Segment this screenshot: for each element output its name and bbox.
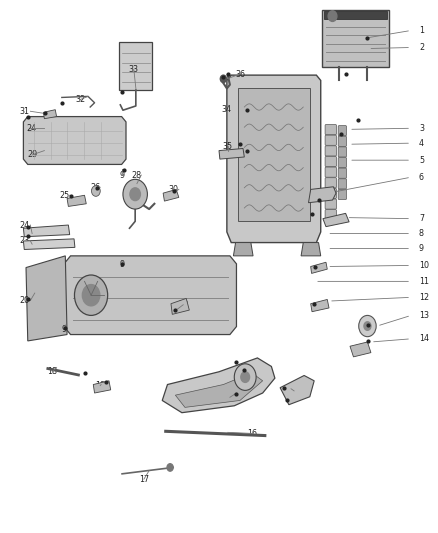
FancyBboxPatch shape xyxy=(325,146,336,156)
FancyBboxPatch shape xyxy=(338,168,346,178)
FancyBboxPatch shape xyxy=(338,147,346,157)
Polygon shape xyxy=(308,187,336,203)
Text: 24: 24 xyxy=(20,221,30,230)
Text: 23: 23 xyxy=(20,237,30,246)
Text: 29: 29 xyxy=(27,150,37,159)
Text: 34: 34 xyxy=(222,105,232,114)
Text: 31: 31 xyxy=(20,107,30,116)
Text: 18: 18 xyxy=(47,367,57,376)
Polygon shape xyxy=(120,42,152,90)
FancyBboxPatch shape xyxy=(325,157,336,166)
Polygon shape xyxy=(23,239,75,249)
Circle shape xyxy=(92,185,100,196)
Circle shape xyxy=(359,316,376,337)
Text: 12: 12 xyxy=(419,293,429,302)
Text: 2: 2 xyxy=(419,43,424,52)
Polygon shape xyxy=(175,373,263,407)
Polygon shape xyxy=(233,243,253,256)
Polygon shape xyxy=(171,298,189,314)
Text: 9: 9 xyxy=(61,325,67,334)
Text: 19: 19 xyxy=(95,381,105,390)
Text: 16: 16 xyxy=(247,429,257,438)
Text: 8: 8 xyxy=(419,229,424,238)
Circle shape xyxy=(234,364,256,390)
Text: 9: 9 xyxy=(227,393,233,402)
Polygon shape xyxy=(163,189,179,201)
Polygon shape xyxy=(311,262,327,273)
Polygon shape xyxy=(301,243,321,256)
Polygon shape xyxy=(238,88,310,221)
FancyBboxPatch shape xyxy=(338,136,346,147)
Circle shape xyxy=(167,464,173,471)
Text: 17: 17 xyxy=(139,475,149,483)
Text: 33: 33 xyxy=(129,66,139,74)
FancyBboxPatch shape xyxy=(338,189,346,199)
FancyBboxPatch shape xyxy=(325,177,336,188)
Circle shape xyxy=(82,285,100,306)
Polygon shape xyxy=(26,256,67,341)
Text: 20: 20 xyxy=(20,296,30,305)
Text: 22: 22 xyxy=(178,300,188,309)
Text: 5: 5 xyxy=(419,156,424,165)
Circle shape xyxy=(123,179,148,209)
Polygon shape xyxy=(93,381,111,393)
Circle shape xyxy=(130,188,141,200)
Polygon shape xyxy=(350,342,371,357)
FancyBboxPatch shape xyxy=(325,125,336,135)
Text: 15: 15 xyxy=(289,386,299,395)
Circle shape xyxy=(220,75,226,83)
Text: 35: 35 xyxy=(223,142,233,151)
Text: 9: 9 xyxy=(120,171,125,180)
Circle shape xyxy=(241,372,250,382)
Text: 32: 32 xyxy=(75,95,85,104)
Polygon shape xyxy=(219,149,244,159)
Text: 25: 25 xyxy=(59,191,69,200)
Polygon shape xyxy=(43,110,57,119)
Text: 36: 36 xyxy=(235,70,245,78)
Polygon shape xyxy=(67,195,86,206)
FancyBboxPatch shape xyxy=(338,126,346,136)
Polygon shape xyxy=(227,75,321,243)
Text: 30: 30 xyxy=(168,185,178,194)
Text: 1: 1 xyxy=(419,26,424,35)
Text: 11: 11 xyxy=(419,277,429,286)
Circle shape xyxy=(364,322,371,330)
Text: 9: 9 xyxy=(120,260,125,269)
Polygon shape xyxy=(311,300,329,312)
Polygon shape xyxy=(323,213,349,227)
Polygon shape xyxy=(23,117,126,165)
FancyBboxPatch shape xyxy=(325,188,336,198)
Polygon shape xyxy=(280,375,314,405)
Text: 24: 24 xyxy=(26,124,36,133)
Polygon shape xyxy=(23,225,70,237)
Text: 9: 9 xyxy=(419,244,424,253)
FancyBboxPatch shape xyxy=(325,209,336,220)
Text: 3: 3 xyxy=(419,124,424,133)
Polygon shape xyxy=(321,10,389,67)
Text: 14: 14 xyxy=(419,334,429,343)
Polygon shape xyxy=(64,256,237,335)
Text: 4: 4 xyxy=(419,139,424,148)
Text: 7: 7 xyxy=(419,214,424,223)
Text: 13: 13 xyxy=(419,311,429,320)
Circle shape xyxy=(74,275,108,316)
Text: 28: 28 xyxy=(132,171,142,180)
Text: 6: 6 xyxy=(419,173,424,182)
Circle shape xyxy=(328,11,337,21)
FancyBboxPatch shape xyxy=(338,179,346,189)
Polygon shape xyxy=(324,11,387,19)
FancyBboxPatch shape xyxy=(338,158,346,167)
FancyBboxPatch shape xyxy=(325,199,336,209)
Polygon shape xyxy=(162,358,275,413)
Text: 26: 26 xyxy=(91,183,101,192)
Text: 10: 10 xyxy=(419,261,429,270)
FancyBboxPatch shape xyxy=(325,167,336,177)
FancyBboxPatch shape xyxy=(325,135,336,146)
